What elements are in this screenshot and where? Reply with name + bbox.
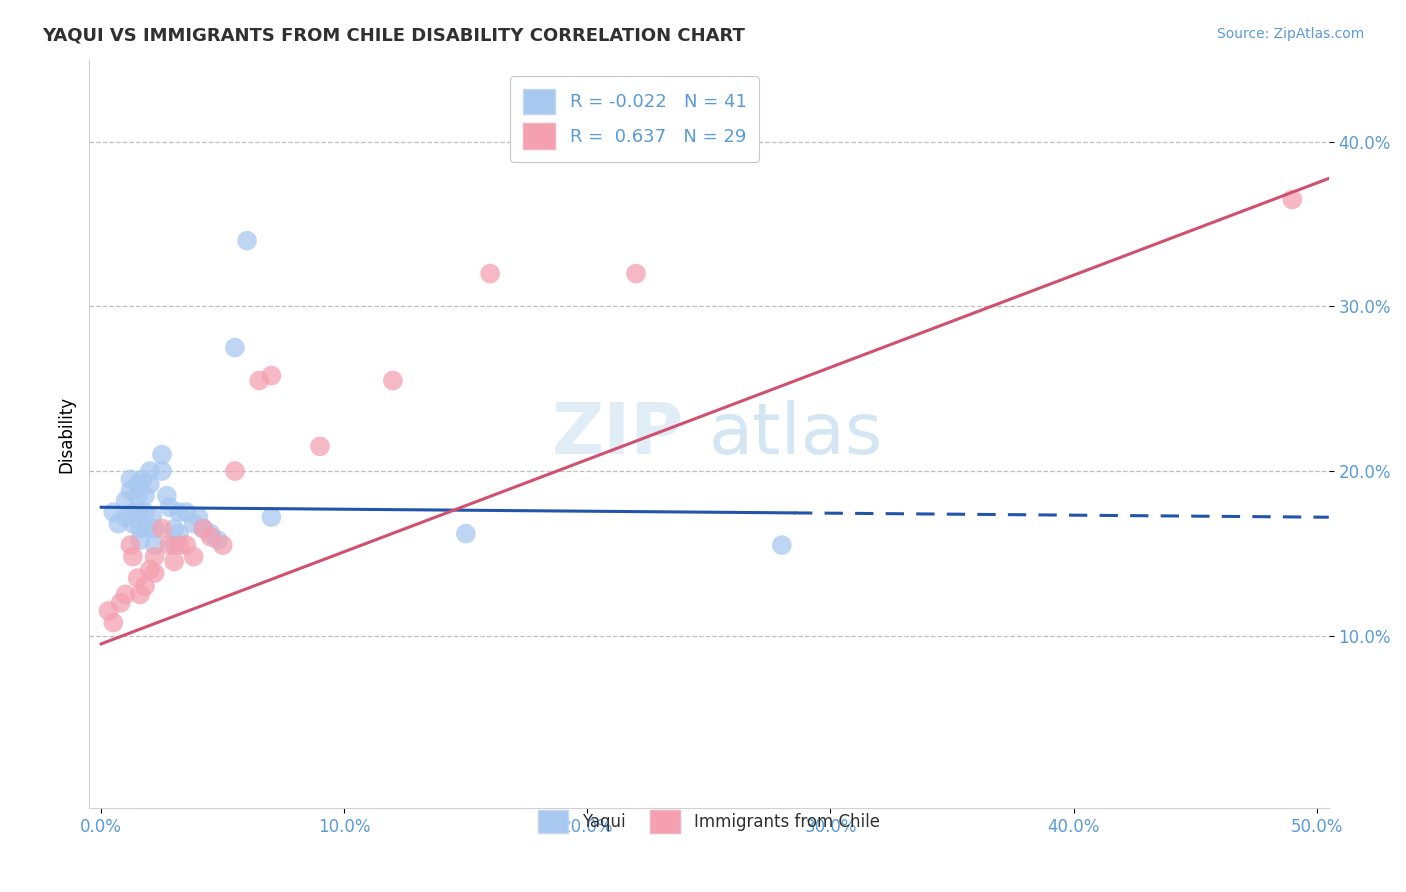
Point	[134, 579, 156, 593]
Point	[110, 596, 132, 610]
Point	[103, 615, 125, 630]
Point	[127, 489, 149, 503]
Point	[127, 571, 149, 585]
Text: Source: ZipAtlas.com: Source: ZipAtlas.com	[1216, 27, 1364, 41]
Point	[309, 439, 332, 453]
Point	[143, 538, 166, 552]
Point	[187, 510, 209, 524]
Point	[156, 489, 179, 503]
Point	[624, 267, 647, 281]
Point	[479, 267, 502, 281]
Point	[134, 505, 156, 519]
Point	[114, 510, 136, 524]
Point	[121, 516, 143, 531]
Point	[183, 549, 205, 564]
Point	[120, 472, 142, 486]
Legend: Yaqui, Immigrants from Chile: Yaqui, Immigrants from Chile	[527, 798, 891, 845]
Point	[224, 464, 246, 478]
Point	[150, 464, 173, 478]
Point	[167, 526, 190, 541]
Point	[107, 516, 129, 531]
Point	[114, 493, 136, 508]
Point	[129, 533, 152, 548]
Point	[129, 522, 152, 536]
Point	[163, 555, 186, 569]
Point	[121, 549, 143, 564]
Point	[127, 477, 149, 491]
Point	[121, 505, 143, 519]
Y-axis label: Disability: Disability	[58, 395, 75, 473]
Text: ZIP: ZIP	[553, 400, 685, 468]
Point	[139, 563, 162, 577]
Text: atlas: atlas	[709, 400, 883, 468]
Point	[150, 448, 173, 462]
Point	[139, 464, 162, 478]
Point	[114, 587, 136, 601]
Point	[193, 522, 215, 536]
Point	[260, 510, 283, 524]
Point	[143, 566, 166, 580]
Point	[183, 516, 205, 531]
Point	[247, 374, 270, 388]
Point	[157, 538, 180, 552]
Point	[260, 368, 283, 383]
Point	[236, 234, 259, 248]
Point	[150, 522, 173, 536]
Point	[381, 374, 404, 388]
Point	[224, 341, 246, 355]
Point	[770, 538, 793, 552]
Point	[136, 522, 159, 536]
Text: YAQUI VS IMMIGRANTS FROM CHILE DISABILITY CORRELATION CHART: YAQUI VS IMMIGRANTS FROM CHILE DISABILIT…	[42, 27, 745, 45]
Point	[127, 505, 149, 519]
Point	[163, 538, 186, 552]
Point	[167, 538, 190, 552]
Point	[176, 538, 198, 552]
Point	[1281, 193, 1303, 207]
Point	[139, 477, 162, 491]
Point	[120, 483, 142, 498]
Point	[143, 549, 166, 564]
Point	[134, 489, 156, 503]
Point	[97, 604, 120, 618]
Point	[103, 505, 125, 519]
Point	[211, 538, 233, 552]
Point	[193, 522, 215, 536]
Point	[454, 526, 477, 541]
Point	[143, 522, 166, 536]
Point	[200, 526, 222, 541]
Point	[163, 522, 186, 536]
Point	[200, 530, 222, 544]
Point	[176, 505, 198, 519]
Point	[129, 587, 152, 601]
Point	[141, 510, 163, 524]
Point	[167, 505, 190, 519]
Point	[157, 500, 180, 515]
Point	[207, 533, 229, 548]
Point	[120, 538, 142, 552]
Point	[131, 472, 153, 486]
